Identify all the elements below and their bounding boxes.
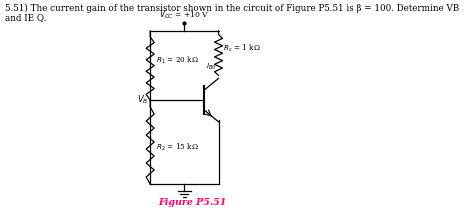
Text: Figure P5.51: Figure P5.51 (158, 198, 227, 207)
Text: $I_{B0}$: $I_{B0}$ (206, 62, 216, 72)
Text: $V_{CC}$ = +10 V: $V_{CC}$ = +10 V (159, 9, 210, 21)
Text: 5.51) The current gain of the transistor shown in the circuit of Figure P5.51 is: 5.51) The current gain of the transistor… (5, 4, 459, 14)
Text: $R_c$ = 1 kΩ: $R_c$ = 1 kΩ (223, 43, 261, 54)
Text: $R_2$ = 15 kΩ: $R_2$ = 15 kΩ (156, 141, 199, 153)
Text: $V_B$: $V_B$ (137, 94, 149, 106)
Text: and IE Q.: and IE Q. (5, 13, 46, 22)
Text: $R_1$ = 20 kΩ: $R_1$ = 20 kΩ (156, 55, 199, 66)
